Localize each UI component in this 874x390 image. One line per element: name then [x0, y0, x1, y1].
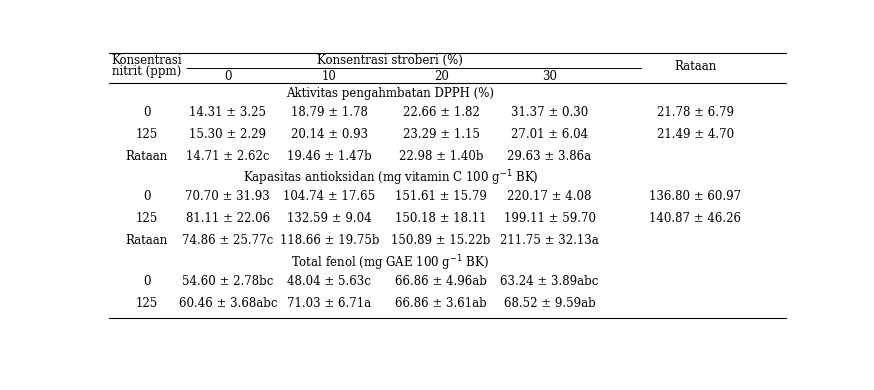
Text: 19.46 ± 1.47b: 19.46 ± 1.47b: [287, 150, 371, 163]
Text: 0: 0: [142, 190, 150, 204]
Text: 54.60 ± 2.78bc: 54.60 ± 2.78bc: [182, 275, 274, 288]
Text: 23.29 ± 1.15: 23.29 ± 1.15: [403, 128, 480, 141]
Text: 0: 0: [142, 106, 150, 119]
Text: 10: 10: [322, 70, 336, 83]
Text: Konsentrasi stroberi (%): Konsentrasi stroberi (%): [317, 54, 463, 67]
Text: 66.86 ± 4.96ab: 66.86 ± 4.96ab: [395, 275, 487, 288]
Text: Konsentrasi: Konsentrasi: [111, 54, 182, 67]
Text: 48.04 ± 5.63c: 48.04 ± 5.63c: [288, 275, 371, 288]
Text: 70.70 ± 31.93: 70.70 ± 31.93: [185, 190, 270, 204]
Text: 71.03 ± 6.71a: 71.03 ± 6.71a: [288, 297, 371, 310]
Text: 18.79 ± 1.78: 18.79 ± 1.78: [291, 106, 368, 119]
Text: 22.66 ± 1.82: 22.66 ± 1.82: [403, 106, 480, 119]
Text: 20: 20: [434, 70, 448, 83]
Text: 150.89 ± 15.22b: 150.89 ± 15.22b: [392, 234, 491, 247]
Text: Total fenol (mg GAE 100 g$^{-1}$ BK): Total fenol (mg GAE 100 g$^{-1}$ BK): [291, 253, 489, 273]
Text: 60.46 ± 3.68abc: 60.46 ± 3.68abc: [178, 297, 277, 310]
Text: 140.87 ± 46.26: 140.87 ± 46.26: [649, 213, 741, 225]
Text: 220.17 ± 4.08: 220.17 ± 4.08: [507, 190, 592, 204]
Text: 151.61 ± 15.79: 151.61 ± 15.79: [395, 190, 487, 204]
Text: 63.24 ± 3.89abc: 63.24 ± 3.89abc: [500, 275, 599, 288]
Text: nitrit (ppm): nitrit (ppm): [112, 65, 181, 78]
Text: 29.63 ± 3.86a: 29.63 ± 3.86a: [508, 150, 592, 163]
Text: 0: 0: [224, 70, 232, 83]
Text: Kapasitas antioksidan (mg vitamin C 100 g$^{-1}$ BK): Kapasitas antioksidan (mg vitamin C 100 …: [242, 168, 538, 188]
Text: 125: 125: [135, 213, 157, 225]
Text: Aktivitas pengahmbatan DPPH (%): Aktivitas pengahmbatan DPPH (%): [287, 87, 495, 100]
Text: 14.71 ± 2.62c: 14.71 ± 2.62c: [186, 150, 269, 163]
Text: 31.37 ± 0.30: 31.37 ± 0.30: [511, 106, 588, 119]
Text: 125: 125: [135, 297, 157, 310]
Text: 20.14 ± 0.93: 20.14 ± 0.93: [291, 128, 368, 141]
Text: 22.98 ± 1.40b: 22.98 ± 1.40b: [399, 150, 483, 163]
Text: 68.52 ± 9.59ab: 68.52 ± 9.59ab: [503, 297, 595, 310]
Text: 14.31 ± 3.25: 14.31 ± 3.25: [190, 106, 267, 119]
Text: 118.66 ± 19.75b: 118.66 ± 19.75b: [280, 234, 379, 247]
Text: 74.86 ± 25.77c: 74.86 ± 25.77c: [182, 234, 274, 247]
Text: 81.11 ± 22.06: 81.11 ± 22.06: [185, 213, 270, 225]
Text: 199.11 ± 59.70: 199.11 ± 59.70: [503, 213, 595, 225]
Text: Rataan: Rataan: [125, 234, 168, 247]
Text: Rataan: Rataan: [674, 60, 717, 73]
Text: 15.30 ± 2.29: 15.30 ± 2.29: [190, 128, 267, 141]
Text: 0: 0: [142, 275, 150, 288]
Text: 150.18 ± 18.11: 150.18 ± 18.11: [395, 213, 487, 225]
Text: Rataan: Rataan: [125, 150, 168, 163]
Text: 66.86 ± 3.61ab: 66.86 ± 3.61ab: [395, 297, 487, 310]
Text: 21.49 ± 4.70: 21.49 ± 4.70: [656, 128, 733, 141]
Text: 125: 125: [135, 128, 157, 141]
Text: 30: 30: [542, 70, 557, 83]
Text: 136.80 ± 60.97: 136.80 ± 60.97: [649, 190, 741, 204]
Text: 132.59 ± 9.04: 132.59 ± 9.04: [287, 213, 371, 225]
Text: 211.75 ± 32.13a: 211.75 ± 32.13a: [500, 234, 599, 247]
Text: 27.01 ± 6.04: 27.01 ± 6.04: [511, 128, 588, 141]
Text: 104.74 ± 17.65: 104.74 ± 17.65: [283, 190, 376, 204]
Text: 21.78 ± 6.79: 21.78 ± 6.79: [656, 106, 733, 119]
